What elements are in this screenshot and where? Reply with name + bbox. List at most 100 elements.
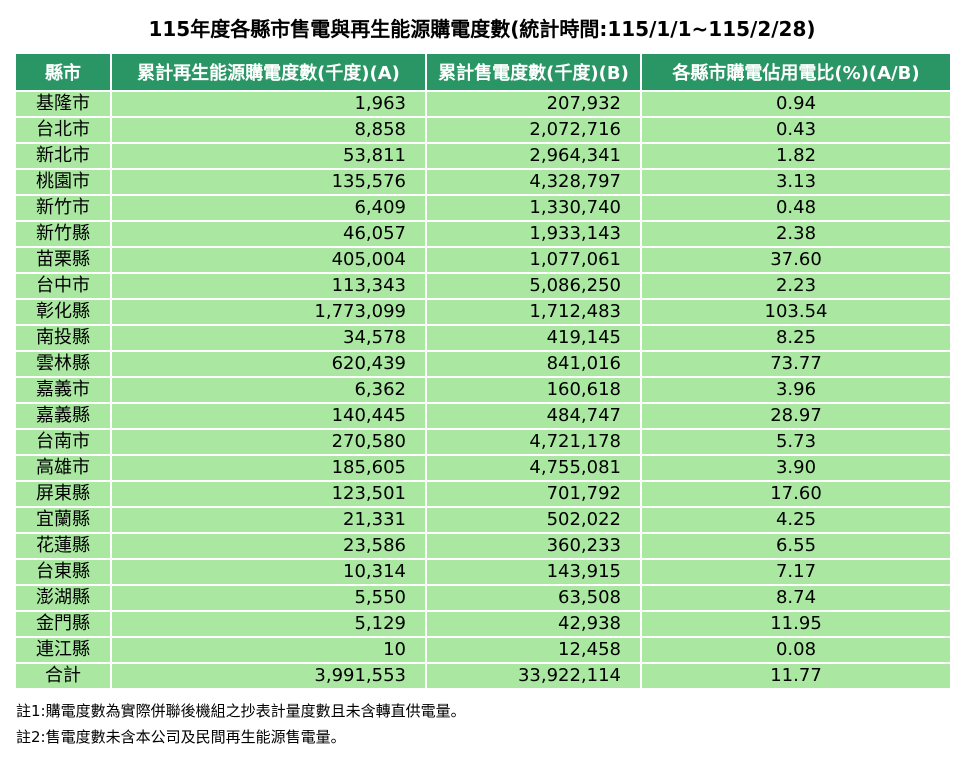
ratio-cell: 103.54	[640, 298, 952, 326]
county-row: 花蓮縣 23,586 360,233 6.55	[14, 532, 952, 560]
ratio-cell: 73.77	[640, 350, 952, 378]
county-name-cell: 屏東縣	[14, 480, 112, 508]
county-name-cell: 桃園市	[14, 168, 112, 196]
county-name-cell: 嘉義縣	[14, 402, 112, 430]
county-row: 新竹市 6,409 1,330,740 0.48	[14, 194, 952, 222]
ratio-cell: 17.60	[640, 480, 952, 508]
renewable-purchase-cell: 34,578	[110, 324, 427, 352]
renewable-purchase-cell: 405,004	[110, 246, 427, 274]
sales-cell: 4,328,797	[425, 168, 642, 196]
ratio-cell: 0.08	[640, 636, 952, 664]
sales-cell: 2,964,341	[425, 142, 642, 170]
county-row: 澎湖縣 5,550 63,508 8.74	[14, 584, 952, 612]
ratio-cell: 28.97	[640, 402, 952, 430]
renewable-purchase-cell: 270,580	[110, 428, 427, 456]
table-header: 縣市 累計再生能源購電度數(千度)(A) 累計售電度數(千度)(B) 各縣市購電…	[14, 52, 952, 92]
sales-cell: 1,933,143	[425, 220, 642, 248]
sales-cell: 42,938	[425, 610, 642, 638]
ratio-cell: 5.73	[640, 428, 952, 456]
county-name-cell: 台東縣	[14, 558, 112, 586]
renewable-purchase-cell: 10,314	[110, 558, 427, 586]
renewable-purchase-cell: 185,605	[110, 454, 427, 482]
county-name-cell: 台北市	[14, 116, 112, 144]
sales-cell: 419,145	[425, 324, 642, 352]
renewable-purchase-cell: 1,963	[110, 90, 427, 118]
ratio-cell: 8.74	[640, 584, 952, 612]
renewable-purchase-cell: 53,811	[110, 142, 427, 170]
sales-cell: 12,458	[425, 636, 642, 664]
sales-cell: 160,618	[425, 376, 642, 404]
county-row: 宜蘭縣 21,331 502,022 4.25	[14, 506, 952, 534]
footnote-1: 註1:購電度數為實際併聯後機組之抄表計量度數且未含轉直供電量。	[16, 702, 466, 720]
sales-cell: 4,721,178	[425, 428, 642, 456]
header-renewable-purchase: 累計再生能源購電度數(千度)(A)	[110, 52, 427, 92]
renewable-purchase-cell: 6,409	[110, 194, 427, 222]
renewable-purchase-cell: 140,445	[110, 402, 427, 430]
sales-cell: 1,330,740	[425, 194, 642, 222]
footnote-2: 註2:售電度數未含本公司及民間再生能源售電量。	[16, 728, 346, 746]
page-title: 115年度各縣市售電與再生能源購電度數(統計時間:115/1/1~115/2/2…	[148, 17, 816, 41]
renewable-purchase-cell: 46,057	[110, 220, 427, 248]
ratio-cell: 11.95	[640, 610, 952, 638]
header-county: 縣市	[14, 52, 112, 92]
county-row: 新北市 53,811 2,964,341 1.82	[14, 142, 952, 170]
county-row: 彰化縣 1,773,099 1,712,483 103.54	[14, 298, 952, 326]
county-row: 嘉義市 6,362 160,618 3.96	[14, 376, 952, 404]
sales-cell: 2,072,716	[425, 116, 642, 144]
county-name-cell: 新北市	[14, 142, 112, 170]
county-name-cell: 金門縣	[14, 610, 112, 638]
renewable-purchase-cell: 5,129	[110, 610, 427, 638]
county-row: 基隆市 1,963 207,932 0.94	[14, 90, 952, 118]
ratio-cell: 2.23	[640, 272, 952, 300]
sales-cell: 5,086,250	[425, 272, 642, 300]
renewable-purchase-cell: 1,773,099	[110, 298, 427, 326]
county-row: 南投縣 34,578 419,145 8.25	[14, 324, 952, 352]
renewable-purchase-cell: 123,501	[110, 480, 427, 508]
header-row: 縣市 累計再生能源購電度數(千度)(A) 累計售電度數(千度)(B) 各縣市購電…	[14, 52, 952, 92]
county-row: 新竹縣 46,057 1,933,143 2.38	[14, 220, 952, 248]
county-row: 連江縣 10 12,458 0.08	[14, 636, 952, 664]
ratio-cell: 0.94	[640, 90, 952, 118]
county-name-cell: 苗栗縣	[14, 246, 112, 274]
sales-cell: 207,932	[425, 90, 642, 118]
county-name-cell: 台南市	[14, 428, 112, 456]
county-row: 台東縣 10,314 143,915 7.17	[14, 558, 952, 586]
county-row: 台中市 113,343 5,086,250 2.23	[14, 272, 952, 300]
renewable-purchase-cell: 8,858	[110, 116, 427, 144]
ratio-cell: 7.17	[640, 558, 952, 586]
header-sales: 累計售電度數(千度)(B)	[425, 52, 642, 92]
footnotes: 註1:購電度數為實際併聯後機組之抄表計量度數且未含轉直供電量。 註2:售電度數未…	[16, 698, 964, 750]
ratio-cell: 37.60	[640, 246, 952, 274]
county-name-cell: 台中市	[14, 272, 112, 300]
county-row: 雲林縣 620,439 841,016 73.77	[14, 350, 952, 378]
renewable-purchase-cell: 10	[110, 636, 427, 664]
renewable-purchase-cell: 113,343	[110, 272, 427, 300]
ratio-cell: 3.96	[640, 376, 952, 404]
ratio-cell: 3.90	[640, 454, 952, 482]
county-name-cell: 新竹縣	[14, 220, 112, 248]
county-name-cell: 花蓮縣	[14, 532, 112, 560]
county-row: 台南市 270,580 4,721,178 5.73	[14, 428, 952, 456]
total-row: 合計 3,991,553 33,922,114 11.77	[14, 662, 952, 690]
county-name-cell: 合計	[14, 662, 112, 690]
county-name-cell: 高雄市	[14, 454, 112, 482]
county-name-cell: 彰化縣	[14, 298, 112, 326]
county-row: 台北市 8,858 2,072,716 0.43	[14, 116, 952, 144]
renewable-purchase-cell: 135,576	[110, 168, 427, 196]
renewable-purchase-cell: 23,586	[110, 532, 427, 560]
county-name-cell: 南投縣	[14, 324, 112, 352]
ratio-cell: 0.43	[640, 116, 952, 144]
table-body: 基隆市 1,963 207,932 0.94 台北市 8,858 2,072,716 0.43…	[14, 90, 952, 690]
ratio-cell: 8.25	[640, 324, 952, 352]
sales-cell: 63,508	[425, 584, 642, 612]
renewable-purchase-cell: 21,331	[110, 506, 427, 534]
renewable-purchase-cell: 620,439	[110, 350, 427, 378]
county-row: 屏東縣 123,501 701,792 17.60	[14, 480, 952, 508]
renewable-purchase-cell: 6,362	[110, 376, 427, 404]
sales-cell: 33,922,114	[425, 662, 642, 690]
sales-cell: 484,747	[425, 402, 642, 430]
ratio-cell: 3.13	[640, 168, 952, 196]
ratio-cell: 0.48	[640, 194, 952, 222]
county-name-cell: 基隆市	[14, 90, 112, 118]
sales-cell: 1,077,061	[425, 246, 642, 274]
